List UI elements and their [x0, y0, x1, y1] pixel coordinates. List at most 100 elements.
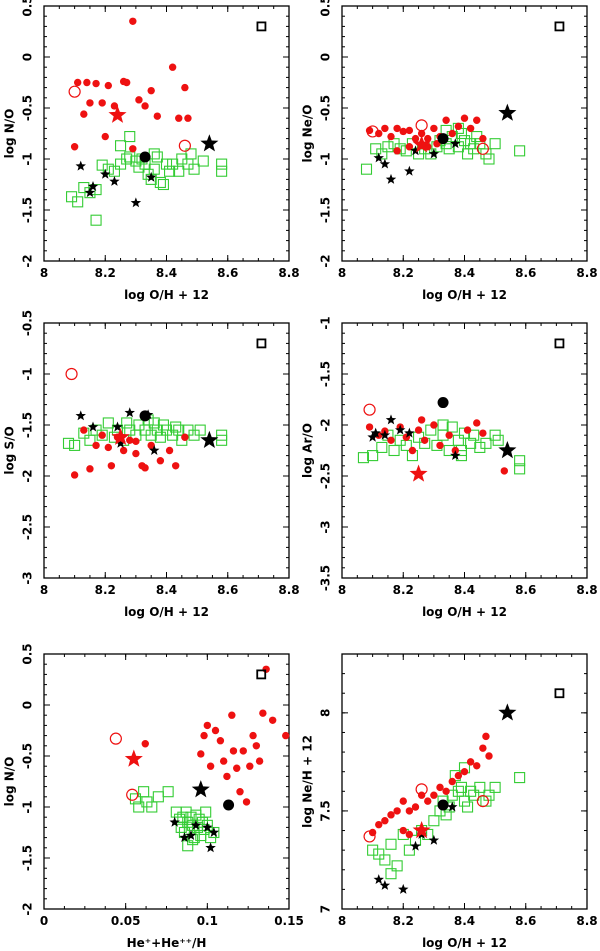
data-point-red-dots [282, 731, 290, 740]
data-point-red-dots [200, 731, 208, 740]
data-point-black-stars [373, 152, 384, 163]
data-point-red-dots [98, 99, 106, 107]
x-tick-label: 8.4 [454, 583, 475, 597]
data-point-black-stars [379, 879, 391, 890]
data-point-red-dots [408, 446, 417, 455]
data-point-red-dots [442, 787, 450, 796]
plot-frame [43, 653, 290, 910]
data-point-red-star [124, 749, 143, 767]
data-point-black-stars [202, 821, 213, 832]
data-point-red-dots [393, 807, 401, 815]
data-point-red-rings [68, 85, 81, 98]
data-point-black-stars [75, 160, 86, 171]
data-point-black-dots [437, 133, 449, 145]
data-point-red-dots [393, 124, 401, 133]
data-point-red-rings [109, 732, 122, 745]
data-point-black-star-large [498, 103, 517, 121]
data-point-reference-box [256, 669, 267, 680]
data-point-green-squares [96, 159, 108, 171]
data-point-red-dots [181, 433, 189, 441]
y-axis-label: log S/O [3, 426, 17, 474]
data-point-red-dots [442, 116, 450, 124]
data-point-red-dots [463, 426, 472, 434]
x-tick-label: 0.15 [274, 914, 304, 928]
data-point-black-stars [394, 424, 406, 435]
data-point-green-squares [121, 417, 133, 429]
data-point-green-squares [376, 148, 388, 160]
data-point-red-dots [399, 127, 407, 136]
data-point-red-dots [98, 431, 106, 439]
y-axis-label: log N/O [3, 757, 17, 807]
y-tick-label: -3 [319, 520, 333, 533]
x-tick-label: 8.6 [217, 266, 238, 280]
data-point-black-stars [450, 450, 461, 461]
data-point-red-dots [448, 777, 456, 786]
data-point-red-dots [129, 17, 137, 25]
x-tick-label: 8.6 [515, 266, 536, 280]
data-point-red-dots [73, 78, 82, 87]
x-tick-label: 8.2 [393, 266, 414, 280]
data-point-green-squares [154, 176, 166, 189]
plot-frame [341, 653, 588, 910]
data-point-red-dots [181, 83, 189, 92]
data-point-black-star-large [498, 441, 517, 459]
data-point-black-stars [385, 173, 397, 184]
data-point-black-stars [208, 827, 220, 837]
data-point-red-dots [473, 419, 481, 427]
data-point-green-squares [452, 434, 464, 446]
y-tick-label: -1.5 [319, 197, 333, 223]
y-tick-label: -2 [21, 254, 35, 267]
data-point-red-dots [104, 81, 113, 90]
data-point-red-dots [122, 78, 131, 87]
x-axis-label: log O/H + 12 [124, 288, 209, 302]
data-point-black-stars [370, 427, 381, 438]
data-point-green-squares [437, 419, 449, 431]
data-point-red-dots [168, 63, 177, 71]
data-point-red-dots [156, 457, 165, 465]
data-point-red-star [409, 464, 428, 482]
y-tick-label: -0.5 [21, 310, 35, 336]
data-point-red-dots [500, 467, 509, 475]
data-point-green-squares [385, 838, 397, 850]
data-point-red-dots [460, 114, 469, 122]
x-tick-label: 8.2 [95, 583, 116, 597]
y-axis-label: log Ne/O [301, 105, 315, 163]
data-point-red-dots [405, 126, 414, 135]
y-axis-label: log Ar/O [301, 423, 315, 478]
data-point-green-squares [194, 424, 206, 436]
data-point-black-stars [410, 840, 421, 851]
data-point-red-dots [219, 757, 228, 765]
data-point-red-dots [171, 462, 180, 470]
data-point-green-squares [130, 155, 142, 167]
data-point-black-stars [149, 445, 160, 455]
data-point-green-squares [115, 140, 127, 152]
data-point-red-dots [216, 737, 225, 745]
data-point-green-squares [483, 153, 495, 165]
data-point-black-stars [205, 842, 216, 853]
x-tick-label: 8.8 [278, 266, 299, 280]
data-point-black-star-large [191, 780, 210, 798]
data-point-red-dots [268, 716, 277, 724]
data-point-green-squares [72, 196, 84, 208]
data-point-red-dots [445, 431, 453, 439]
data-point-green-squares [373, 848, 385, 860]
data-point-black-stars [373, 874, 384, 885]
data-point-reference-box [554, 688, 565, 699]
data-point-green-squares [154, 431, 166, 443]
data-point-green-squares [170, 421, 182, 433]
y-tick-label: -1.5 [21, 412, 35, 438]
data-point-red-dots [197, 750, 205, 758]
x-tick-label: 8.2 [95, 266, 116, 280]
data-point-green-squares [129, 793, 142, 805]
data-point-red-dots [165, 446, 174, 455]
y-tick-label: -1.5 [319, 361, 333, 387]
data-point-black-dots [437, 397, 449, 409]
data-point-green-squares [124, 131, 136, 143]
data-point-green-squares [458, 795, 471, 807]
data-point-red-dots [473, 116, 481, 124]
data-point-red-dots [424, 797, 432, 805]
data-point-red-dots [80, 426, 88, 434]
data-point-red-rings [363, 830, 376, 843]
y-tick-label: 7 [319, 905, 333, 913]
data-point-red-dots [70, 471, 79, 479]
